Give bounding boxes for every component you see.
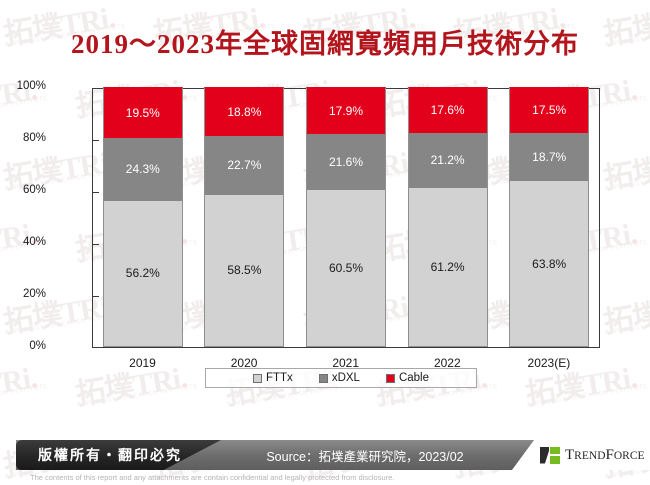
y-axis-tick [92,296,99,297]
stacked-bar-chart: 0% 20% 40% 60% 80% 100% 56.2% 24.3% 19.5% 58.5% 2… [0,80,650,380]
bar-group: 63.8% 18.7% 17.5% [509,87,590,347]
watermark-subtext: TOPOLOGY RESEARCH INSTITUTE [0,382,49,409]
source-label: Source：拓墣產業研究院，2023/02 [266,449,464,464]
segment-fttx: 61.2% [407,187,488,347]
data-label: 60.5% [328,260,364,275]
segment-fttx: 58.5% [204,194,285,347]
y-axis-label: 40% [22,236,46,248]
data-label: 17.5% [532,103,567,118]
data-label: 18.7% [532,149,567,164]
data-label: 22.7% [227,158,262,173]
watermark-subtext: TOPOLOGY RESEARCH INSTITUTE [526,382,649,409]
segment-cable: 17.9% [306,87,386,134]
data-label: 21.2% [430,153,465,168]
data-label: 17.9% [328,103,364,118]
y-axis-tick [92,192,99,193]
bar-group: 58.5% 22.7% 18.8% [204,87,285,347]
data-label: 18.8% [227,104,262,119]
segment-cable: 19.5% [102,87,183,138]
footer: 版權所有・翻印必究 Source：拓墣產業研究院，2023/02 TRENDFO… [0,437,650,485]
y-axis-tick [92,244,99,245]
chart-legend: FTTx xDXL Cable [205,368,477,388]
disclaimer-text: The contents of this report and any atta… [30,473,395,482]
segment-xdxl: 24.3% [102,137,183,201]
legend-label: FTTx [265,372,293,384]
bar-group: 56.2% 24.3% 19.5% [102,87,183,347]
data-label: 56.2% [125,266,160,281]
segment-fttx: 56.2% [102,200,183,347]
legend-item[interactable]: Cable [385,372,429,384]
segment-cable: 17.5% [509,87,590,133]
legend-label: Cable [398,372,429,384]
brand-name: TRENDFORCE [565,446,645,463]
y-axis-label: 20% [22,288,46,300]
trendforce-mark-icon [540,446,560,464]
x-axis-label: 2020 [230,356,258,370]
segment-cable: 18.8% [204,87,285,136]
legend-swatch [385,373,395,383]
data-label: 58.5% [227,263,262,278]
y-axis-tick [92,140,99,141]
legend-item[interactable]: xDXL [318,372,360,384]
data-label: 61.2% [430,259,465,274]
x-axis-label: 2023(E) [527,356,571,370]
legend-swatch [252,373,262,383]
segment-cable: 17.6% [407,87,488,133]
data-label: 24.3% [125,162,160,177]
segment-xdxl: 18.7% [509,132,590,182]
segment-xdxl: 21.2% [407,132,488,188]
y-axis-label: 60% [22,184,46,196]
x-axis-label: 2021 [332,356,360,370]
segment-fttx: 60.5% [306,189,386,347]
copyright-label: 版權所有・翻印必究 [38,447,182,463]
copyright-tag: 版權所有・翻印必究 [16,440,221,470]
legend-item[interactable]: FTTx [252,372,293,384]
brand-logo: TRENDFORCE [512,440,650,470]
segment-xdxl: 21.6% [306,133,386,190]
plot-area: 56.2% 24.3% 19.5% 58.5% 22.7% 18.8% 60.5% 21.6%… [92,87,600,348]
watermark-subtext: TOPOLOGY RESEARCH INSTITUTE [76,382,199,409]
segment-xdxl: 22.7% [204,135,285,195]
page-title: 2019～2023年全球固網寬頻用戶技術分布 [71,29,579,59]
y-axis-label: 80% [22,132,46,144]
x-axis-label: 2019 [129,356,156,370]
y-axis-label: 0% [29,340,46,352]
bar-group: 61.2% 21.2% 17.6% [407,87,488,347]
legend-swatch [318,373,328,383]
segment-fttx: 63.8% [509,181,590,347]
y-axis-label: 100% [16,80,46,92]
x-axis-label: 2022 [433,356,461,370]
legend-label: xDXL [331,372,360,384]
data-label: 63.8% [532,256,567,271]
data-label: 21.6% [328,154,364,169]
data-label: 19.5% [125,105,160,120]
bar-group: 60.5% 21.6% 17.9% [306,87,386,347]
data-label: 17.6% [430,103,465,118]
